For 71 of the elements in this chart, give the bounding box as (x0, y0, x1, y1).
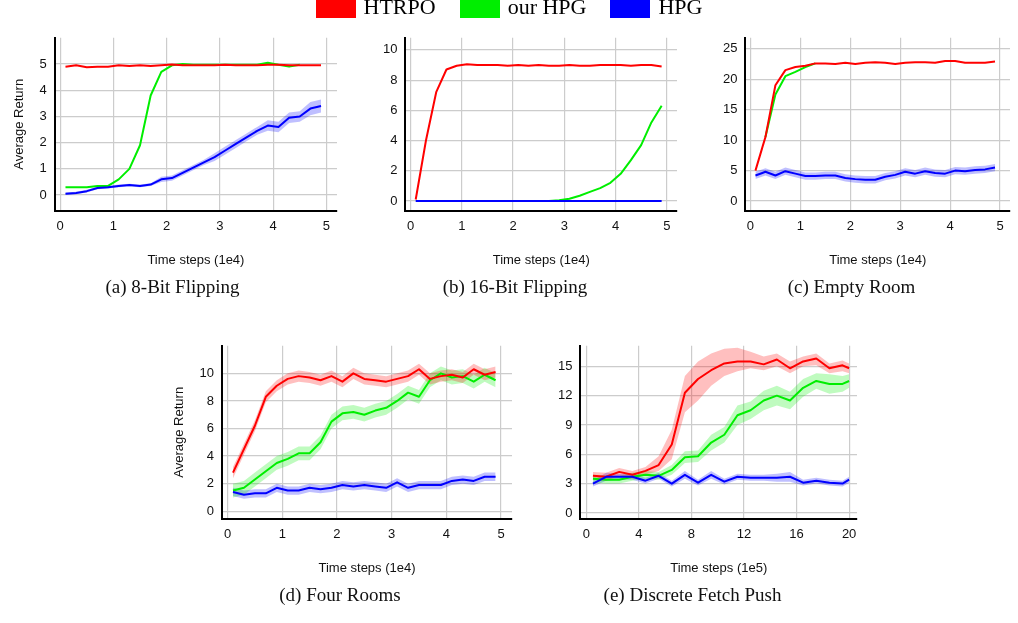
y-tick-label: 3 (39, 108, 47, 124)
x-axis-title: Time steps (1e5) (670, 559, 768, 575)
y-tick-label: 12 (557, 387, 573, 403)
y-tick-label: 0 (39, 186, 47, 202)
y-tick-label: 20 (722, 70, 738, 86)
y-tick-label: 8 (390, 71, 398, 87)
y-tick-label: 5 (39, 55, 47, 71)
y-axis-title: Average Return (171, 386, 187, 478)
y-tick-label: 5 (730, 162, 738, 178)
x-tick-label: 2 (163, 218, 171, 234)
x-tick-label: 0 (406, 218, 415, 234)
x-tick-label: 4 (611, 218, 620, 234)
y-tick-label: 15 (557, 357, 573, 373)
y-tick-label: 0 (565, 504, 573, 520)
y-tick-label: 15 (722, 101, 738, 117)
x-tick-label: 2 (846, 218, 854, 234)
x-tick-label: 1 (458, 218, 466, 234)
x-tick-label: 5 (322, 218, 330, 234)
text: (a) 8-Bit Flipping (104, 276, 241, 298)
y-tick-label: 10 (722, 131, 738, 147)
y-tick-label: 2 (39, 134, 47, 150)
y-tick-label: 2 (390, 162, 398, 178)
y-tick-label: 10 (199, 364, 215, 380)
y-tick-label: 2 (206, 475, 215, 491)
text: (c) Empty Room (786, 276, 917, 298)
x-tick-label: 2 (509, 218, 517, 234)
x-tick-label: 4 (946, 218, 954, 234)
x-tick-label: 0 (223, 526, 232, 542)
y-tick-label: 4 (39, 81, 47, 97)
legend-label: HTRPO (363, 0, 436, 19)
x-axis-title: Time steps (1e4) (492, 251, 590, 267)
text: (d) Four Rooms (278, 584, 402, 606)
y-tick-label: 6 (206, 420, 215, 436)
y-tick-label: 25 (722, 40, 738, 56)
y-axis-title: Average Return (11, 78, 27, 170)
y-tick-label: 0 (206, 502, 215, 518)
text: (e) Discrete Fetch Push (602, 584, 783, 606)
y-tick-label: 6 (390, 101, 398, 117)
x-tick-label: 4 (635, 526, 643, 542)
legend-label: our HPG (507, 0, 587, 19)
x-axis-title: Time steps (1e4) (147, 251, 245, 267)
x-tick-label: 1 (278, 526, 286, 542)
y-tick-label: 0 (390, 192, 398, 208)
x-tick-label: 5 (996, 218, 1004, 234)
y-tick-label: 9 (565, 416, 573, 432)
y-tick-label: 3 (565, 475, 573, 491)
x-tick-label: 4 (269, 218, 277, 234)
x-tick-label: 0 (746, 218, 755, 234)
x-tick-label: 16 (789, 526, 804, 542)
x-tick-label: 0 (56, 218, 64, 234)
y-tick-label: 8 (206, 392, 215, 408)
legend-label: HPG (658, 0, 703, 19)
x-axis-title: Time steps (1e4) (318, 559, 416, 575)
x-tick-label: 5 (663, 218, 671, 234)
x-tick-label: 1 (796, 218, 804, 234)
x-tick-label: 0 (582, 526, 590, 542)
x-tick-label: 4 (442, 526, 450, 542)
x-tick-label: 2 (333, 526, 341, 542)
x-tick-label: 5 (497, 526, 505, 542)
x-axis-title: Time steps (1e4) (829, 251, 927, 267)
x-tick-label: 3 (896, 218, 904, 234)
y-tick-label: 4 (206, 447, 215, 463)
x-tick-label: 8 (687, 526, 696, 542)
y-tick-label: 1 (39, 160, 47, 176)
y-tick-label: 0 (730, 192, 738, 208)
y-tick-label: 6 (565, 445, 573, 461)
y-tick-label: 10 (382, 41, 398, 57)
y-tick-label: 4 (390, 132, 398, 148)
text: (b) 16-Bit Flipping (441, 276, 589, 298)
x-tick-label: 20 (841, 526, 857, 542)
x-tick-label: 1 (109, 218, 118, 234)
